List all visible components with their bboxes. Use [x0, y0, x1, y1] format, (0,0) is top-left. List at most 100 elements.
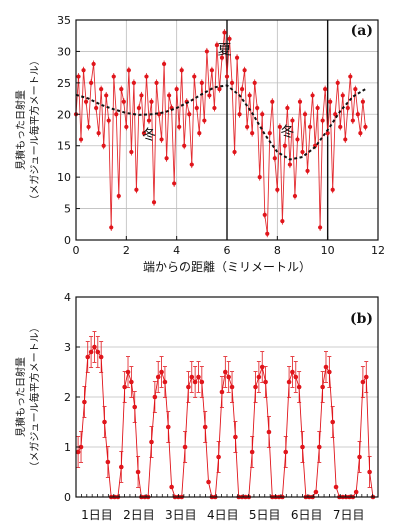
- panel-a-data-point: [252, 80, 257, 85]
- panel-a-data-point: [116, 193, 121, 199]
- panel-a-label: (a): [351, 23, 373, 39]
- panel-a-data-point: [217, 87, 222, 92]
- panel-b-measured-series: [75, 331, 376, 500]
- panel-a-data-point: [320, 118, 325, 123]
- panel-a-data-point: [265, 231, 270, 236]
- panel-b-data-point: [92, 344, 97, 350]
- panel-a-y-axis-label-line1: 見積もった日射量: [14, 90, 27, 170]
- panel-b-data-point: [135, 469, 141, 475]
- panel-a-data-point: [358, 131, 363, 136]
- panel-a-data-point: [282, 143, 287, 148]
- panel-a-data-point: [240, 87, 245, 92]
- panel-b-day-label: 5日目: [249, 508, 281, 522]
- panel-a-data-point: [129, 149, 134, 155]
- panel-b-data-point: [259, 364, 265, 370]
- panel-b-data-point: [216, 454, 221, 460]
- panel-a-data-point: [164, 156, 169, 161]
- panel-a-data-point: [237, 112, 242, 117]
- panel-b-day-label: 4日目: [207, 508, 239, 522]
- panel-a-data-point: [302, 112, 308, 117]
- panel-a-data-point: [267, 131, 272, 136]
- panel-a-data-point: [174, 87, 179, 92]
- panel-a-data-point: [139, 93, 144, 98]
- panel-a-data-point: [194, 105, 199, 111]
- panel-a-model-line: [75, 84, 366, 161]
- panel-a-data-point: [297, 99, 303, 104]
- panel-a-x-axis-label: 端からの距離（ミリメートル）: [143, 260, 311, 274]
- panel-a-season-annotation: 冬: [142, 127, 156, 143]
- panel-a-data-point: [292, 193, 298, 199]
- panel-b-y-tick-label: 0: [64, 491, 71, 504]
- panel-a-x-tick-label: 2: [123, 244, 130, 257]
- panel-a-data-point: [199, 80, 204, 85]
- panel-a-data-point: [101, 143, 106, 148]
- panel-b-data-point: [226, 374, 231, 380]
- panel-a-data-point: [355, 112, 360, 117]
- panel-b-data-point: [330, 419, 336, 425]
- panel-a-data-point: [360, 99, 365, 104]
- panel-b-y-tick-label: 3: [64, 341, 71, 354]
- panel-a-data-point: [350, 118, 355, 123]
- panel-b-data-point: [125, 369, 131, 375]
- panel-b-data-point: [105, 459, 111, 465]
- panel-a-data-point: [144, 74, 149, 79]
- panel-a-data-point: [242, 68, 247, 73]
- panel-a-y-tick-label: 30: [57, 45, 71, 58]
- panel-b-ticks: 0 1 2 3 4: [64, 291, 379, 504]
- panel-a-data-point: [338, 124, 343, 129]
- panel-b-data-point: [196, 374, 201, 380]
- panel-a-data-point: [167, 93, 172, 98]
- panel-b-data-point: [119, 464, 124, 470]
- panel-a-data-point: [141, 131, 147, 136]
- panel-b-data-point: [82, 399, 87, 405]
- panel-a-data-point: [318, 225, 323, 230]
- panel-b-day-label: 1日目: [81, 508, 113, 522]
- panel-b-data-point: [88, 349, 94, 355]
- panel-a-data-point: [182, 143, 187, 148]
- panel-a-x-tick-label: 6: [224, 244, 231, 257]
- panel-a-data-point: [310, 93, 315, 98]
- panel-b-y-axis-label-line1: 見積もった日射量: [14, 357, 27, 437]
- panel-a-data-point: [247, 93, 252, 98]
- panel-b-data-point: [132, 404, 138, 410]
- panel-a-data-point: [146, 118, 152, 123]
- panel-b-data-point: [182, 444, 188, 450]
- panel-a-data-point: [305, 168, 310, 173]
- panel-b-data-point: [320, 384, 325, 390]
- panel-a-data-point: [340, 93, 345, 98]
- panel-b-data-point: [129, 379, 134, 385]
- panel-a-data-point: [323, 87, 328, 92]
- panel-b-y-tick-label: 4: [64, 291, 71, 304]
- panel-b-label: (b): [350, 311, 373, 327]
- panel-a-x-tick-label: 4: [173, 244, 180, 257]
- panel-b-data-point: [189, 374, 195, 380]
- panel-a-data-point: [345, 105, 350, 111]
- panel-a-data-point: [325, 131, 330, 136]
- panel-a-data-point: [280, 219, 285, 224]
- panel-b-data-point: [300, 444, 305, 450]
- panel-b-data-point: [253, 384, 258, 390]
- panel-b-data-point: [149, 439, 154, 445]
- panel-b-data-point: [293, 374, 299, 380]
- panel-a-model-curve: [75, 84, 366, 161]
- panel-a-data-point: [126, 68, 131, 73]
- panel-a-data-point: [177, 124, 182, 129]
- panel-a-data-point: [222, 30, 227, 35]
- panel-b-y-tick-label: 2: [64, 391, 71, 404]
- panel-a-data-point: [106, 118, 111, 123]
- panel-b-data-point: [192, 379, 198, 385]
- panel-b-data-point: [122, 384, 127, 390]
- panel-b-data-point: [357, 454, 362, 460]
- panel-b-data-point: [199, 379, 205, 385]
- panel-a-data-point: [124, 124, 129, 129]
- panel-b-day-label: 2日目: [123, 508, 155, 522]
- panel-b-data-point: [202, 424, 208, 430]
- panel-a: 0 2 4 6 8 10 12 0 5 10 15 20 25 30 35 (a) 夏冬 冬 端からの距離（ミ…: [14, 14, 385, 274]
- panel-a-data-point: [290, 118, 295, 123]
- panel-b-data-point: [159, 369, 164, 375]
- panel-b-day-labels: 1日目 2日目 3日目 4日目 5日目 6日目 7日目: [81, 508, 364, 522]
- panel-b-data-point: [316, 444, 322, 450]
- panel-b-data-point: [367, 469, 372, 475]
- panel-a-x-tick-label: 8: [274, 244, 281, 257]
- panel-a-data-point: [343, 137, 348, 142]
